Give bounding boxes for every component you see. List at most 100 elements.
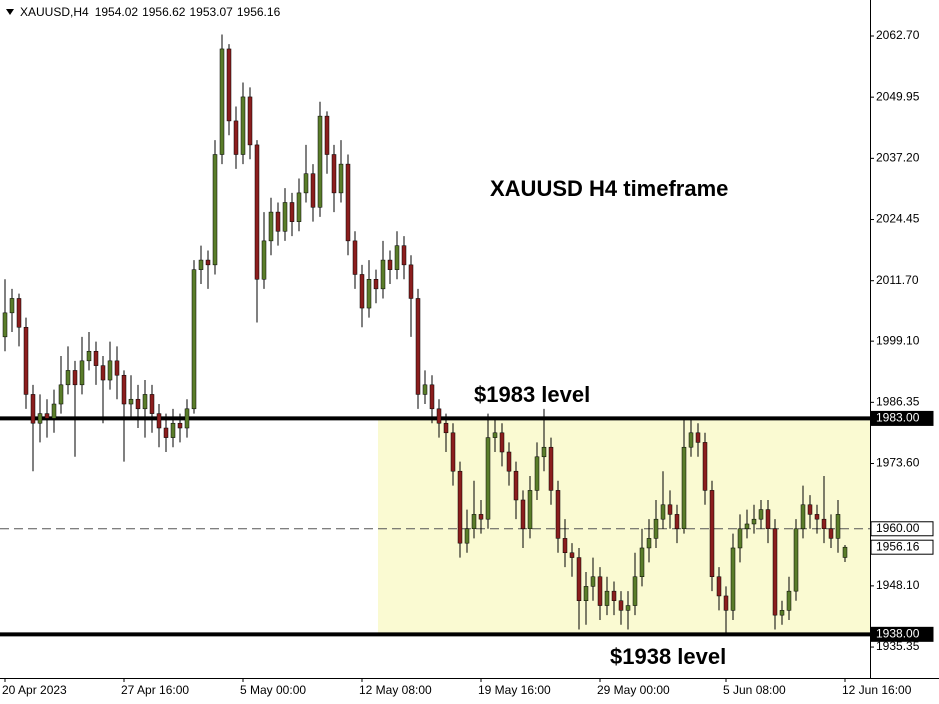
candle-body xyxy=(177,422,183,429)
candle-body xyxy=(170,422,176,438)
candle-body xyxy=(779,610,785,616)
candle-body xyxy=(758,509,764,520)
candle-body xyxy=(37,413,43,424)
candle-body xyxy=(275,211,281,232)
candle-body xyxy=(331,154,337,194)
candle-body xyxy=(324,115,330,155)
y-tick-label: 1973.60 xyxy=(876,456,920,470)
y-tick-label: 1986.35 xyxy=(876,395,920,409)
y-tick-label: 1999.10 xyxy=(876,333,920,347)
candle-body xyxy=(268,211,274,242)
y-tick-label: 1948.10 xyxy=(876,578,920,592)
candle-body xyxy=(471,514,477,530)
candle-body xyxy=(401,245,407,266)
candle-body xyxy=(681,446,687,530)
current-price-box xyxy=(870,539,934,555)
candle-body xyxy=(506,451,512,472)
candle-body xyxy=(443,422,449,434)
candle-body xyxy=(352,240,358,275)
x-tick-label: 5 May 00:00 xyxy=(240,683,306,697)
level-price-label: 1983.00 xyxy=(876,411,920,425)
candle-body xyxy=(240,96,246,155)
x-tick-label: 29 May 00:00 xyxy=(597,683,670,697)
open-value: 1954.02 xyxy=(95,5,139,19)
candle-body xyxy=(93,350,99,366)
menu-triangle[interactable] xyxy=(6,9,14,15)
y-tick-label: 2037.20 xyxy=(876,151,920,165)
candle-body xyxy=(338,163,344,194)
candle-body xyxy=(814,514,820,520)
annotation-1983: $1983 level xyxy=(474,382,590,407)
candle-body xyxy=(16,298,22,328)
candle-body xyxy=(716,576,722,597)
candle-body xyxy=(212,154,218,266)
candle-body xyxy=(765,509,771,530)
candle-body xyxy=(625,605,631,611)
y-tick-label: 2011.70 xyxy=(876,273,919,287)
candle-body xyxy=(114,360,120,376)
x-tick-label: 12 Jun 16:00 xyxy=(842,683,912,697)
candle-body xyxy=(205,259,211,266)
candle-body xyxy=(51,403,57,419)
candle-body xyxy=(520,499,526,530)
candle-body xyxy=(310,173,316,208)
candle-body xyxy=(541,446,547,458)
x-tick-label: 12 May 08:00 xyxy=(359,683,432,697)
candle-body xyxy=(282,202,288,232)
level-price-label: 1938.00 xyxy=(876,627,920,641)
candle-body xyxy=(723,595,729,611)
x-tick-label: 5 Jun 08:00 xyxy=(723,683,786,697)
candle-body xyxy=(107,360,113,381)
candle-body xyxy=(296,192,302,222)
candle-body xyxy=(429,384,435,410)
candle-body xyxy=(618,600,624,611)
candle-body xyxy=(660,504,666,520)
candle-body xyxy=(72,370,78,386)
annotation-1938: $1938 level xyxy=(610,644,726,669)
candle-body xyxy=(730,547,736,611)
candle-body xyxy=(499,432,505,453)
candle-body xyxy=(485,437,491,520)
candle-body xyxy=(261,240,267,280)
high-value: 1956.62 xyxy=(142,5,186,19)
axis-layer: 2062.70 2049.95 2037.20 2024.45 2011.70 1999.… xyxy=(2,28,934,697)
candle-body xyxy=(534,456,540,491)
candle-body xyxy=(79,360,85,386)
candle-body xyxy=(58,384,64,405)
candle-body xyxy=(422,384,428,395)
candle-body xyxy=(317,115,323,208)
candle-body xyxy=(772,528,778,616)
candle-body xyxy=(695,432,701,443)
x-tick-label: 19 May 16:00 xyxy=(478,683,551,697)
y-tick-label: 1935.35 xyxy=(876,639,920,653)
candle-body xyxy=(639,547,645,578)
candle-body xyxy=(191,269,197,410)
candle-body xyxy=(835,514,841,539)
candle-body xyxy=(394,245,400,270)
candle-body xyxy=(366,279,372,309)
candle-body xyxy=(226,48,232,122)
candle-body xyxy=(513,470,519,501)
y-tick-label: 2024.45 xyxy=(876,212,920,226)
candle-body xyxy=(184,408,190,429)
candles-layer xyxy=(2,34,848,635)
candle-body xyxy=(142,394,148,410)
candle-body xyxy=(576,557,582,601)
y-tick-label: 2062.70 xyxy=(876,28,920,42)
candle-body xyxy=(149,394,155,414)
candle-body xyxy=(408,264,414,299)
candle-body xyxy=(121,374,127,405)
candle-body xyxy=(450,432,456,472)
candle-body xyxy=(828,528,834,539)
candle-body xyxy=(492,432,498,438)
candle-body xyxy=(9,298,15,314)
candle-body xyxy=(737,528,743,549)
candle-body xyxy=(380,259,386,290)
candle-body xyxy=(415,298,421,395)
candle-body xyxy=(198,259,204,270)
header: XAUUSD,H4 1954.02 1956.62 1953.07 1956.16 xyxy=(20,5,281,19)
candle-body xyxy=(436,408,442,424)
candle-body xyxy=(702,442,708,491)
candle-body xyxy=(562,538,568,554)
